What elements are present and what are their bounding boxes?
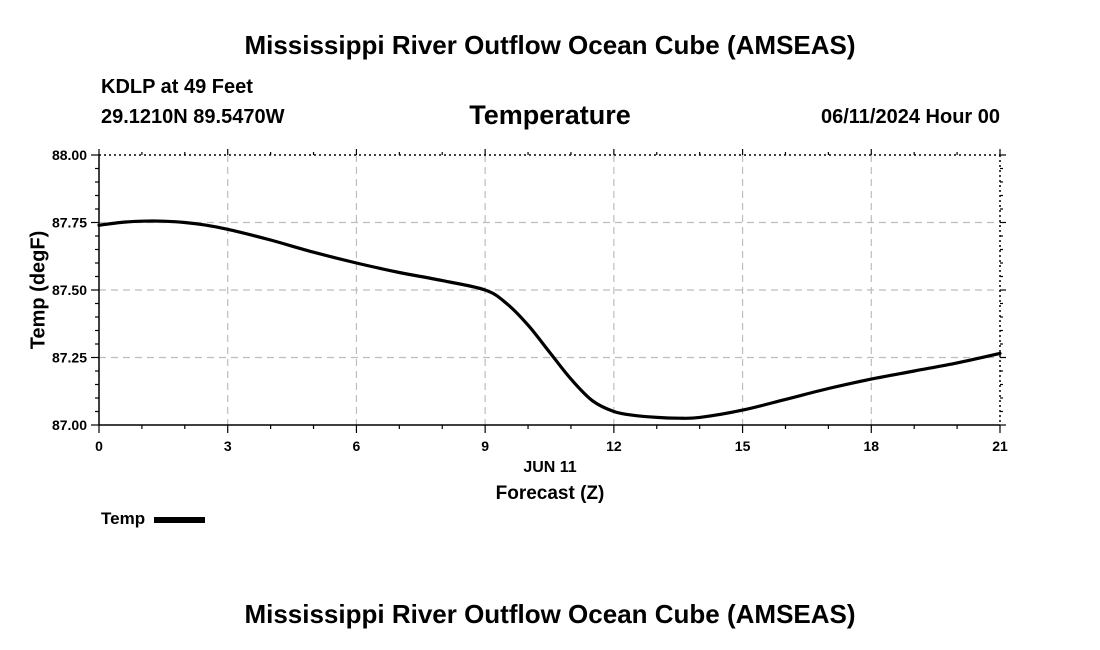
x-tick-label: 3 bbox=[224, 438, 232, 454]
chart-title: Mississippi River Outflow Ocean Cube (AM… bbox=[244, 30, 856, 60]
x-tick-label: 12 bbox=[606, 438, 622, 454]
variable-title: Temperature bbox=[469, 100, 631, 130]
station-label: KDLP at 49 Feet bbox=[101, 76, 253, 98]
legend-line-swatch bbox=[154, 517, 206, 523]
series-line-temp bbox=[97, 219, 1002, 420]
x-axis-label: Forecast (Z) bbox=[495, 483, 605, 504]
x-tick-label: 0 bbox=[95, 438, 103, 454]
y-axis-label: Temp (degF) bbox=[27, 230, 50, 350]
legend: Temp bbox=[101, 509, 206, 529]
coordinates-label: 29.1210N 89.5470W bbox=[101, 106, 285, 128]
y-tick-label: 87.25 bbox=[52, 350, 87, 366]
y-tick-label: 87.75 bbox=[52, 215, 87, 231]
x-axis-day-label: JUN 11 bbox=[523, 459, 577, 476]
forecast-datetime: 06/11/2024 Hour 00 bbox=[820, 106, 1000, 128]
x-tick-label: 15 bbox=[735, 438, 751, 454]
x-tick-label: 9 bbox=[481, 438, 489, 454]
y-tick-label: 87.50 bbox=[52, 282, 87, 298]
x-tick-label: 21 bbox=[992, 438, 1008, 454]
footer-title: Mississippi River Outflow Ocean Cube (AM… bbox=[244, 599, 856, 629]
y-tick-label: 87.00 bbox=[52, 417, 87, 433]
x-tick-label: 18 bbox=[863, 438, 879, 454]
x-tick-label: 6 bbox=[353, 438, 361, 454]
y-tick-label: 88.00 bbox=[52, 147, 87, 163]
legend-label: Temp bbox=[101, 509, 146, 528]
